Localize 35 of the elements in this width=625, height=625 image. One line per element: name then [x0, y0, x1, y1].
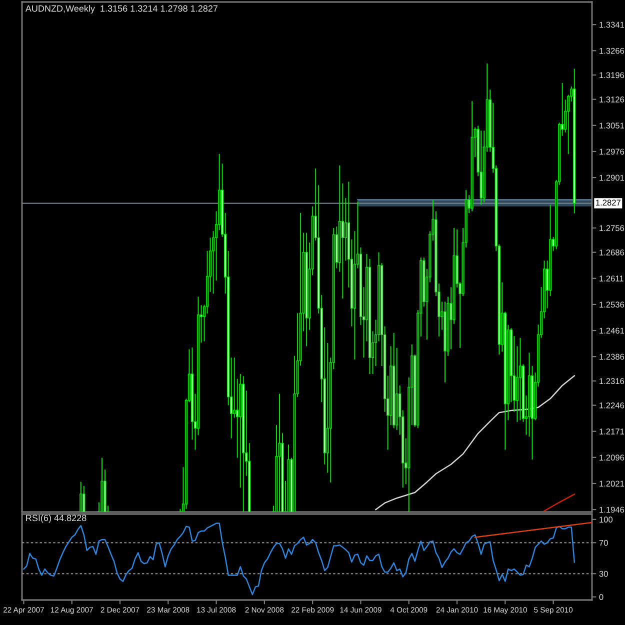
- y-tick-label: 1.3126: [600, 96, 624, 102]
- candlestick: [278, 393, 281, 512]
- y-tick-label: 1.2901: [600, 174, 624, 181]
- ref-line-label: 1.2827: [596, 200, 620, 206]
- y-tick-label: 1.3266: [600, 48, 624, 54]
- candlestick: [82, 485, 86, 512]
- y-tick-label: 1.2021: [600, 480, 624, 487]
- y-tick-label: 0: [599, 594, 604, 600]
- y-tick-label: 1.3051: [600, 122, 624, 129]
- y-tick-label: 1.3341: [600, 22, 624, 28]
- y-tick-label: 1.2611: [600, 276, 624, 282]
- candlestick: [518, 337, 522, 421]
- y-tick-label: 70: [599, 540, 608, 546]
- y-tick-label: 1.2461: [600, 328, 624, 334]
- line-series: [375, 375, 575, 510]
- y-tick-label: 1.2536: [600, 302, 624, 308]
- y-tick-label: 1.2686: [600, 250, 624, 256]
- candlestick: [80, 481, 82, 512]
- y-tick-label: 1.2171: [600, 428, 624, 434]
- y-tick-label: 1.1946: [600, 506, 624, 513]
- chart-title: RSI(6) 44.8228: [26, 514, 86, 523]
- y-tick-label: 1.2756: [600, 225, 624, 232]
- y-tick-label: 1.2246: [600, 402, 624, 408]
- y-tick-label: 30: [599, 570, 608, 577]
- candlestick: [344, 198, 348, 262]
- line-series: [23, 522, 575, 596]
- y-tick-label: 1.3196: [600, 72, 624, 78]
- chart-title: AUDNZD,Weekly 1.3156 1.3214 1.2798 1.2827: [25, 5, 218, 14]
- y-tick-label: 1.2316: [600, 378, 624, 384]
- y-tick-label: 100: [600, 516, 613, 523]
- y-tick-label: 1.2386: [600, 354, 624, 360]
- candlestick: [341, 182, 344, 300]
- y-tick-label: 1.2976: [600, 148, 624, 155]
- y-tick-label: 1.2096: [600, 454, 624, 461]
- candlestick: [233, 357, 236, 418]
